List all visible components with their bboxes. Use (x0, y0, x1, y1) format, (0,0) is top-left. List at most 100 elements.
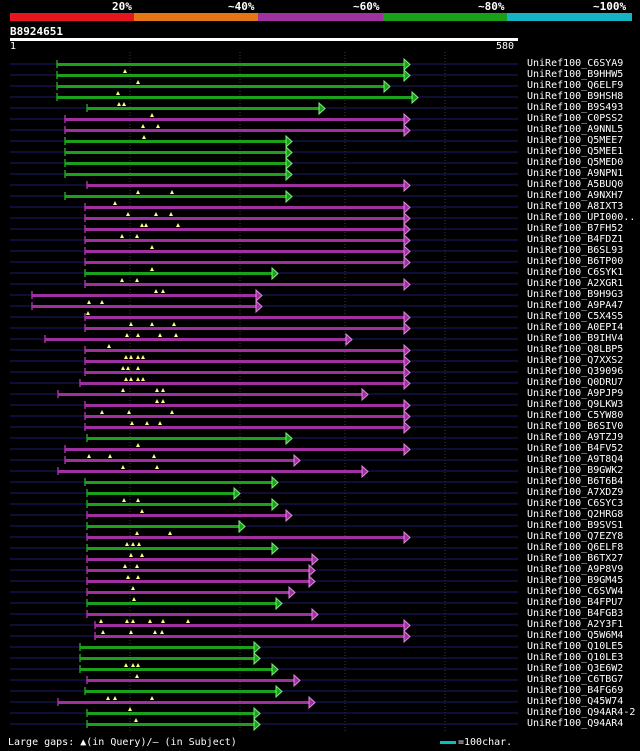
hit-label[interactable]: UniRef100_Q94AR4-2 (527, 707, 636, 718)
hit-label[interactable]: UniRef100_A9TZJ9 (527, 432, 624, 443)
hit-bar (95, 624, 404, 627)
hit-label[interactable]: UniRef100_C6TBG7 (527, 674, 624, 685)
hit-label[interactable]: UniRef100_Q6ELF8 (527, 542, 624, 553)
hit-label[interactable]: UniRef100_B6TP00 (527, 256, 624, 267)
hit-label[interactable]: UniRef100_C6SYK1 (527, 267, 624, 278)
hit-label[interactable]: UniRef100_A8IXT3 (527, 201, 624, 212)
hit-label[interactable]: UniRef100_C6SYC3 (527, 498, 624, 509)
hit-label[interactable]: UniRef100_C5YW80 (527, 410, 624, 421)
query-gap-marker (129, 553, 133, 557)
scale-line (440, 740, 456, 744)
hit-label[interactable]: UniRef100_Q45W74 (527, 696, 624, 707)
legend-label: 20% (112, 0, 132, 13)
hit-label[interactable]: UniRef100_C6SYA9 (527, 58, 624, 69)
query-gap-marker (186, 619, 190, 623)
hit-arrow-head (271, 662, 279, 677)
hit-arrow-head (403, 343, 411, 358)
hit-label[interactable]: UniRef100_B4FGB3 (527, 608, 624, 619)
hit-label[interactable]: UniRef100_B4FG69 (527, 685, 624, 696)
hit-label[interactable]: UniRef100_Q10LE3 (527, 652, 624, 663)
hit-label[interactable]: UniRef100_Q94AR4 (527, 718, 624, 729)
hit-arrow-head (255, 288, 263, 303)
hit-bar (87, 547, 272, 550)
hit-label[interactable]: UniRef100_Q2HRG8 (527, 509, 624, 520)
hit-label[interactable]: UniRef100_Q5MEE1 (527, 146, 624, 157)
hit-label[interactable]: UniRef100_B9GM45 (527, 575, 624, 586)
hit-label[interactable]: UniRef100_C6SVW4 (527, 586, 624, 597)
hit-label[interactable]: UniRef100_B9H9G3 (527, 289, 624, 300)
hit-label[interactable]: UniRef100_Q7XXS2 (527, 355, 624, 366)
query-gap-marker (129, 355, 133, 359)
hit-label[interactable]: UniRef100_B9IHV4 (527, 333, 624, 344)
hit-bar (85, 217, 404, 220)
query-gap-marker (101, 630, 105, 634)
hit-label[interactable]: UniRef100_A7XDZ9 (527, 487, 624, 498)
query-gap-marker (140, 223, 144, 227)
hit-label[interactable]: UniRef100_Q9LKW3 (527, 399, 624, 410)
hit-label[interactable]: UniRef100_B6SL93 (527, 245, 624, 256)
hit-label[interactable]: UniRef100_Q39096 (527, 366, 624, 377)
hit-label[interactable]: UniRef100_B7FH52 (527, 223, 624, 234)
query-gap-marker (130, 421, 134, 425)
hit-label[interactable]: UniRef100_A9NNL5 (527, 124, 624, 135)
hit-label[interactable]: UniRef100_B9GWK2 (527, 465, 624, 476)
query-gap-marker (140, 553, 144, 557)
hit-label[interactable]: UniRef100_Q5MEE7 (527, 135, 624, 146)
hit-label[interactable]: UniRef100_A5BUQ0 (527, 179, 624, 190)
hit-bar (85, 272, 272, 275)
legend-label: ~80% (478, 0, 505, 13)
hit-label[interactable]: UniRef100_B6TX27 (527, 553, 624, 564)
query-gap-marker (124, 355, 128, 359)
hit-label[interactable]: UniRef100_A0EPI4 (527, 322, 624, 333)
hit-label[interactable]: UniRef100_C0PSS2 (527, 113, 624, 124)
query-end-label: 580 (496, 41, 515, 52)
hit-arrow-head (271, 475, 279, 490)
query-gap-marker (121, 366, 125, 370)
query-gap-marker (131, 663, 135, 667)
hit-label[interactable]: UniRef100_A2XGR1 (527, 278, 624, 289)
footer-legend: Large gaps: ▲(in Query)/– (in Subject) (8, 737, 237, 748)
hit-label[interactable]: UniRef100_C5X4S5 (527, 311, 624, 322)
hit-label[interactable]: UniRef100_A9NPN1 (527, 168, 624, 179)
hit-label[interactable]: UniRef100_Q10LE5 (527, 641, 624, 652)
hit-bar (87, 723, 254, 726)
hit-arrow-head (233, 486, 241, 501)
hit-arrow-head (411, 90, 419, 105)
hit-label[interactable]: UniRef100_Q5W6M4 (527, 630, 624, 641)
hit-bar (85, 250, 404, 253)
hit-label[interactable]: UniRef100_A9P8V9 (527, 564, 624, 575)
hit-arrow-head (253, 640, 261, 655)
hit-label[interactable]: UniRef100_B4FDZ1 (527, 234, 624, 245)
hit-label[interactable]: UniRef100_Q5MED0 (527, 157, 624, 168)
hit-label[interactable]: UniRef100_A9PJP9 (527, 388, 624, 399)
query-gap-marker (131, 619, 135, 623)
hit-label[interactable]: UniRef100_B9SVS1 (527, 520, 624, 531)
hit-bar (32, 305, 256, 308)
hit-label[interactable]: UniRef100_Q7EZY8 (527, 531, 624, 542)
hit-bar (85, 206, 404, 209)
hit-label[interactable]: UniRef100_A2Y3F1 (527, 619, 624, 630)
hit-label[interactable]: UniRef100_Q6ELF9 (527, 80, 624, 91)
hit-label[interactable]: UniRef100_B9HSH8 (527, 91, 624, 102)
hit-label[interactable]: UniRef100_UPI000.. (527, 212, 636, 223)
hit-label[interactable]: UniRef100_B9HHW5 (527, 69, 624, 80)
hit-label[interactable]: UniRef100_B4FPU7 (527, 597, 624, 608)
hit-label[interactable]: UniRef100_A9T8Q4 (527, 454, 624, 465)
query-gap-marker (135, 278, 139, 282)
hit-arrow-head (288, 585, 296, 600)
hit-arrow-head (361, 464, 369, 479)
hit-label[interactable]: UniRef100_Q8LBP5 (527, 344, 624, 355)
hit-label[interactable]: UniRef100_B9S493 (527, 102, 624, 113)
query-gap-marker (136, 366, 140, 370)
hit-label[interactable]: UniRef100_Q3E6W2 (527, 663, 624, 674)
hit-label[interactable]: UniRef100_B4FV52 (527, 443, 624, 454)
query-gap-marker (144, 223, 148, 227)
hit-label[interactable]: UniRef100_B6T6B4 (527, 476, 624, 487)
hit-arrow-head (403, 244, 411, 259)
hit-label[interactable]: UniRef100_B6SIV0 (527, 421, 624, 432)
hit-label[interactable]: UniRef100_A9PA47 (527, 300, 624, 311)
hit-label[interactable]: UniRef100_A9NXH7 (527, 190, 624, 201)
hit-label[interactable]: UniRef100_Q0DRU7 (527, 377, 624, 388)
hit-arrow-head (285, 508, 293, 523)
hit-arrow-head (361, 387, 369, 402)
